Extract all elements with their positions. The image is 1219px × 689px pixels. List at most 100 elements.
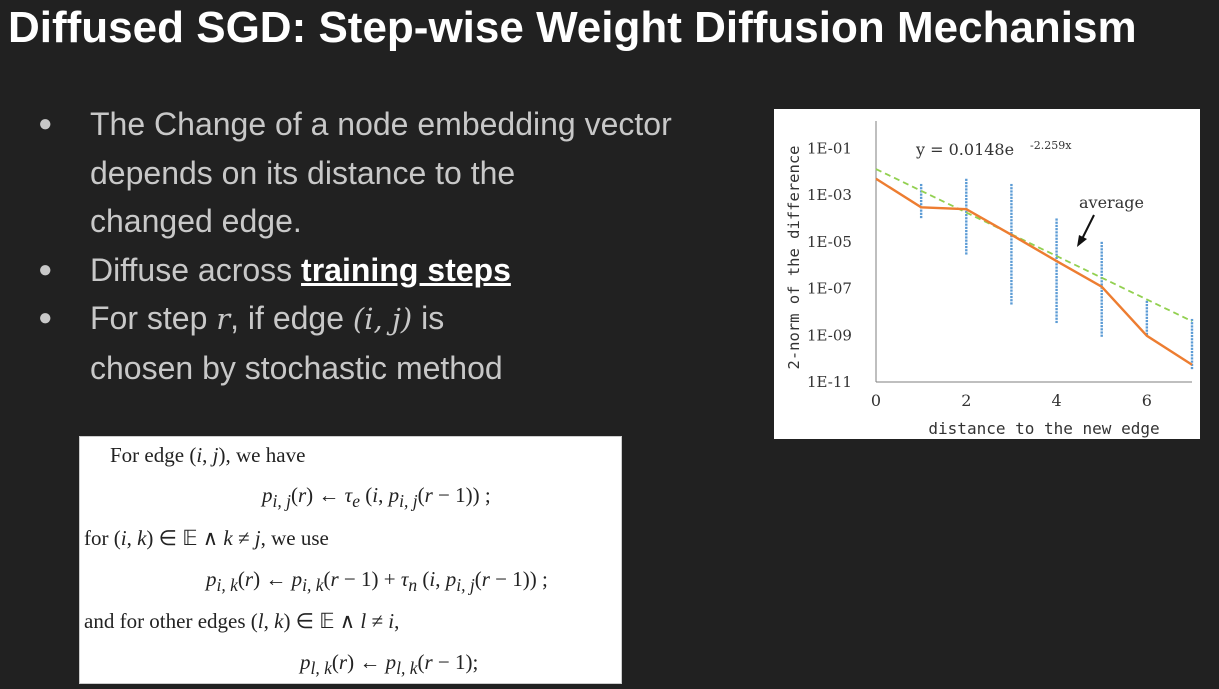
scatter-point: [1055, 320, 1058, 324]
scatter-point: [1145, 319, 1149, 323]
scatter-point: [1145, 307, 1149, 310]
scatter-point: [1100, 267, 1103, 270]
edge-ij: (i, j): [189, 443, 226, 467]
scatter-point: [1055, 314, 1058, 317]
scatter-point: [1055, 292, 1058, 295]
scatter-point: [965, 204, 968, 207]
scatter-point: [965, 226, 968, 229]
scatter-point: [1100, 270, 1103, 273]
scatter-point: [1010, 215, 1013, 219]
scatter-point: [1010, 231, 1013, 235]
bullet-marker-icon: ●: [38, 255, 53, 283]
scatter-point: [1010, 251, 1013, 254]
scatter-point: [965, 229, 968, 233]
scatter-point: [1010, 273, 1013, 276]
scatter-point: [1100, 328, 1103, 331]
scatter-point: [1190, 322, 1194, 325]
scatter-point: [1190, 354, 1194, 357]
scatter-point: [1100, 261, 1103, 264]
y-axis-label: 2-norm of the difference: [785, 146, 803, 370]
scatter-point: [1190, 331, 1194, 334]
bullet-item-step: ● For step r, if edge (i, j) is chosen b…: [38, 294, 758, 392]
scatter-point: [1190, 338, 1194, 341]
scatter-point: [1190, 344, 1194, 347]
scatter-point: [1010, 228, 1013, 231]
math-edge-pair: (i, j): [352, 302, 413, 336]
formula-line-3: for (i, k) ∈ 𝔼 ∧ k ≠ j, we use: [84, 526, 329, 550]
bullet-item-diffuse: ● Diffuse across training steps: [38, 246, 758, 295]
scatter-point: [919, 199, 923, 203]
slide-title: Diffused SGD: Step-wise Weight Diffusion…: [8, 3, 1137, 52]
scatter-point: [919, 183, 923, 187]
scatter-point: [1055, 279, 1058, 282]
bullet-text-line1: The Change of a node embedding vector: [90, 106, 672, 142]
scatter-point: [1055, 218, 1058, 221]
annotation-arrow: [1081, 214, 1095, 240]
scatter-point: [965, 233, 968, 236]
scatter-point: [965, 181, 968, 185]
scatter-point: [1055, 317, 1058, 320]
chart-panel: 1E-01 1E-03 1E-05 1E-07 1E-09 1E-11 0 2 4 6 distan…: [774, 109, 1200, 439]
scatter-point: [1010, 257, 1013, 260]
scatter-point: [1055, 244, 1058, 247]
y-tick-label: 1E-11: [807, 373, 852, 391]
scatter-point: [1010, 279, 1013, 283]
scatter-point: [1100, 318, 1103, 321]
formula-line-1: For edge (i, j), we have: [110, 443, 306, 467]
scatter-point: [1055, 304, 1058, 308]
scatter-point: [919, 193, 923, 196]
scatter-point: [965, 217, 968, 220]
x-tick-label: 2: [961, 391, 971, 410]
scatter-point: [1055, 234, 1058, 237]
scatter-point: [1100, 321, 1103, 325]
scatter-point: [1100, 257, 1103, 261]
scatter-point: [965, 188, 968, 191]
scatter-point: [965, 252, 968, 255]
bullet-text-prefix: Diffuse across: [90, 251, 302, 288]
scatter-point: [1055, 295, 1058, 298]
scatter-point: [1145, 303, 1149, 307]
scatter-point: [1010, 244, 1013, 247]
scatter-point: [965, 178, 968, 181]
formula-line-2: pi, j(r) ← τe (i, pi, j(r − 1)) ;: [262, 483, 491, 512]
scatter-point: [919, 187, 923, 190]
scatter-point: [1010, 196, 1013, 199]
fit-equation: y = 0.0148e: [915, 140, 1014, 159]
scatter-point: [1010, 212, 1013, 215]
scatter-point: [1100, 331, 1103, 334]
scatter-point: [1010, 260, 1013, 263]
scatter-point: [965, 236, 968, 239]
training-steps-link[interactable]: training steps: [301, 251, 511, 288]
scatter-point: [1145, 323, 1149, 326]
scatter-point: [965, 185, 968, 188]
scatter-point: [965, 210, 968, 213]
scatter-point: [1010, 235, 1013, 238]
scatter-point: [1010, 183, 1013, 187]
scatter-point: [1055, 221, 1058, 224]
scatter-point: [1190, 341, 1194, 344]
scatter-point: [1010, 206, 1013, 209]
formula-line-4: pi, k(r) ← pi, k(r − 1) + τn (i, pi, j(r…: [206, 567, 548, 596]
scatter-point: [965, 194, 968, 197]
scatter-point: [1010, 190, 1013, 193]
scatter-point: [1100, 251, 1103, 254]
scatter-point: [1055, 228, 1058, 231]
scatter-point: [1100, 312, 1103, 315]
scatter-point: [1055, 269, 1058, 272]
scatter-point: [1010, 203, 1013, 206]
scatter-point: [1010, 238, 1013, 241]
math-step-variable: r: [216, 302, 231, 336]
scatter-point: [1145, 300, 1149, 303]
formula-line-6: pl, k(r) ← pl, k(r − 1);: [300, 650, 479, 679]
scatter-point: [1145, 326, 1149, 329]
scatter-point: [965, 191, 968, 194]
average-annotation: average: [1079, 193, 1144, 212]
bullet-text-part3: is: [412, 300, 445, 336]
scatter-point: [1055, 298, 1058, 301]
average-line: [875, 177, 1193, 366]
scatter-point: [1010, 289, 1013, 292]
bullet-text-line3: changed edge.: [90, 203, 302, 239]
y-tick-label: 1E-05: [807, 233, 852, 251]
scatter-point: [1100, 309, 1103, 312]
scatter-point: [1100, 273, 1103, 277]
